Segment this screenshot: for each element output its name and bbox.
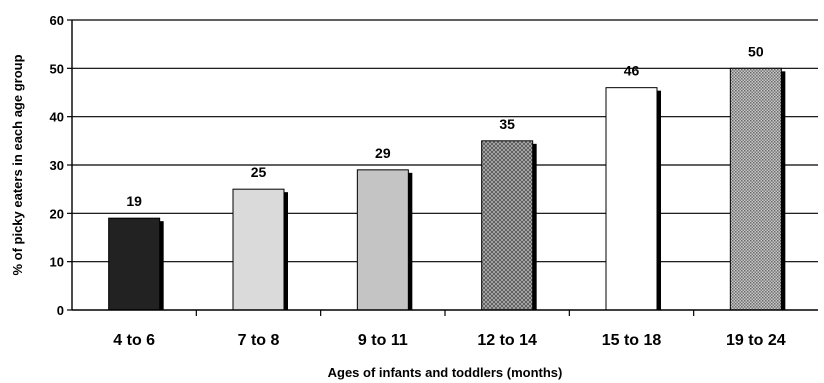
- y-tick-label: 0: [57, 303, 64, 318]
- x-tick-label: 19 to 24: [726, 332, 786, 349]
- y-tick-label: 60: [50, 13, 64, 28]
- bar-3: [356, 169, 409, 311]
- y-tick-label: 20: [50, 206, 64, 221]
- x-axis-title: Ages of infants and toddlers (months): [328, 365, 563, 380]
- data-label: 19: [126, 193, 142, 209]
- bar-6: [729, 67, 782, 311]
- bar-5: [605, 87, 658, 311]
- x-tick-label: 7 to 8: [238, 332, 280, 349]
- y-axis-title: % of picky eaters in each age group: [10, 54, 25, 275]
- data-label: 29: [375, 145, 391, 161]
- x-tick-label: 12 to 14: [477, 332, 537, 349]
- data-label: 25: [251, 164, 267, 180]
- x-tick-label: 4 to 6: [113, 332, 155, 349]
- bar-1: [108, 217, 161, 311]
- x-tick-label: 15 to 18: [602, 332, 662, 349]
- data-label: 50: [748, 43, 764, 59]
- y-tick-label: 50: [50, 61, 64, 76]
- y-tick-label: 30: [50, 158, 64, 173]
- bar-4: [481, 140, 534, 311]
- data-label: 35: [499, 116, 515, 132]
- bar-2: [232, 188, 285, 311]
- y-tick-label: 40: [50, 110, 64, 125]
- y-tick-label: 10: [50, 255, 64, 270]
- data-label: 46: [624, 63, 640, 79]
- x-tick-label: 9 to 11: [358, 332, 408, 349]
